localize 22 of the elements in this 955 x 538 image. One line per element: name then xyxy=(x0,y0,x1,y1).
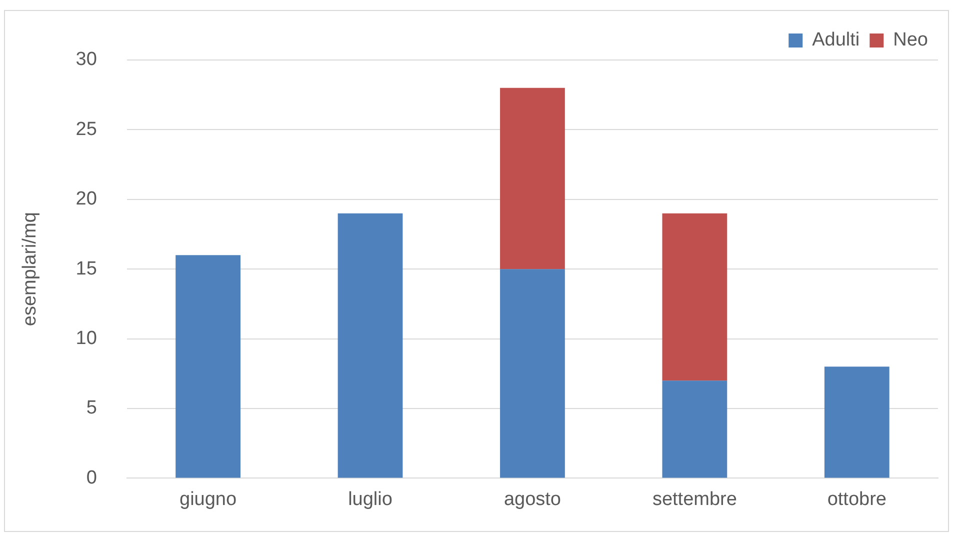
bar xyxy=(662,213,728,381)
y-tick-label: 30 xyxy=(76,49,97,70)
bar xyxy=(824,366,890,478)
x-tick-label: settembre xyxy=(652,488,737,510)
x-tick-label: agosto xyxy=(504,488,561,510)
y-axis-title: esemplari/mq xyxy=(20,212,41,326)
x-tick-label: ottobre xyxy=(827,488,886,510)
bar xyxy=(662,380,728,478)
y-tick-label: 25 xyxy=(76,118,97,140)
y-tick-label: 5 xyxy=(86,398,97,419)
bar xyxy=(500,269,565,478)
legend-label: Neo xyxy=(893,30,928,51)
y-tick-label: 0 xyxy=(86,467,97,488)
bar xyxy=(176,255,240,478)
x-tick-label: luglio xyxy=(348,488,392,510)
y-tick-label: 20 xyxy=(76,188,97,210)
legend-label: Adulti xyxy=(812,30,860,51)
bar xyxy=(500,88,565,270)
x-tick-label: giugno xyxy=(180,488,237,510)
bar xyxy=(338,213,403,478)
y-tick-label: 15 xyxy=(76,258,97,280)
y-tick-label: 10 xyxy=(76,328,97,350)
